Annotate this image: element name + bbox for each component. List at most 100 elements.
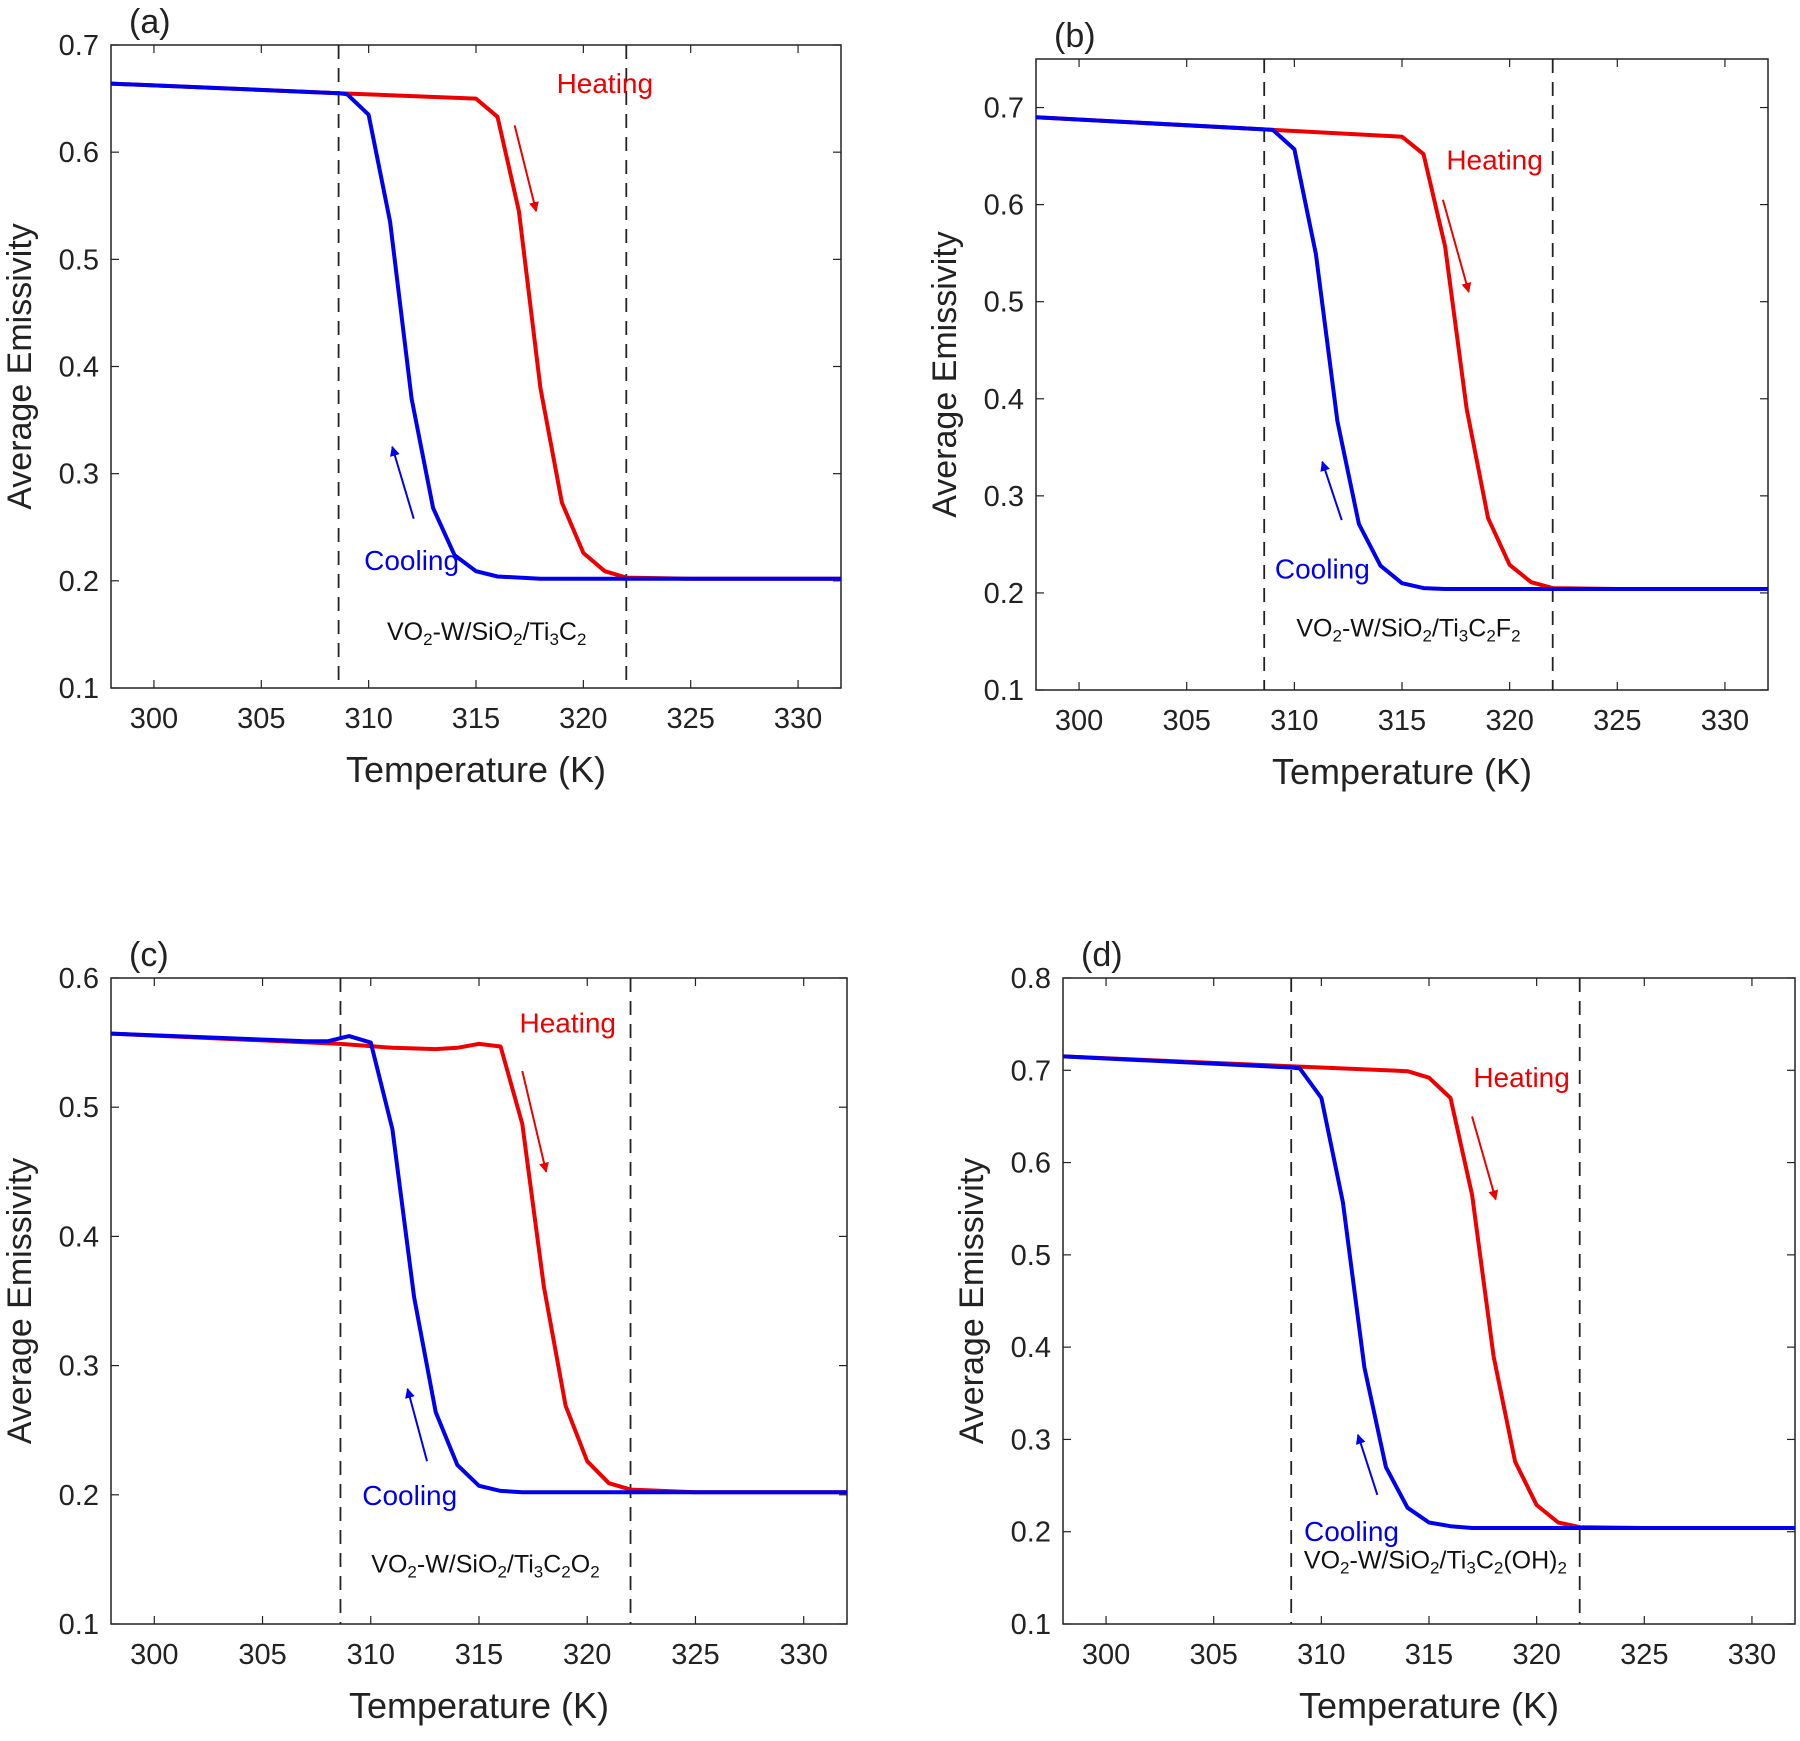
x-tick-label: 325 <box>671 1639 719 1671</box>
heating-arrow-icon <box>513 125 539 213</box>
panel-c: 300 305 310 315 320 325 330 0.1 0.2 0.3 0.4 0.5 0.6 T… <box>1 936 848 1726</box>
x-axis-label: Temperature (K) <box>1272 751 1532 792</box>
material-annotation: VO2-W/SiO2/Ti3C2F2 <box>1296 615 1520 646</box>
annotation-text: /Ti <box>523 618 550 646</box>
annotation-text: (OH) <box>1503 1547 1557 1575</box>
material-annotation: VO2-W/SiO2/Ti3C2(OH)2 <box>1304 1547 1567 1578</box>
annotation-text: C <box>559 618 577 646</box>
y-tick-label: 0.5 <box>984 287 1024 319</box>
panel-label: (a) <box>129 3 171 41</box>
annotation-text: C <box>1476 1547 1494 1575</box>
x-axis-label: Temperature (K) <box>1299 1685 1559 1726</box>
series-line-cooling <box>1035 115 1768 591</box>
cooling-arrow-icon <box>1320 460 1343 521</box>
x-tick-label: 325 <box>1620 1639 1668 1671</box>
x-tick-label: 300 <box>130 703 178 735</box>
panel-label: (c) <box>129 936 169 974</box>
material-annotation: VO2-W/SiO2/Ti3C2 <box>387 618 586 649</box>
y-tick-label: 0.8 <box>1011 963 1051 995</box>
x-tick-label: 330 <box>774 703 822 735</box>
annotation-subscript: 2 <box>1340 1559 1349 1578</box>
annotation-subscript: 2 <box>497 1562 506 1581</box>
panel-b: 300 305 310 315 320 325 330 0.1 0.2 0.3 0.4 0.5 0.6 0… <box>926 17 1769 792</box>
annotation-subscript: 2 <box>1332 627 1341 646</box>
annotation-text: C <box>1468 615 1486 643</box>
series-line-heating <box>1062 1054 1795 1530</box>
y-tick-label: 0.7 <box>59 30 99 62</box>
y-tick-label: 0.1 <box>984 675 1024 707</box>
x-axis-label: Temperature (K) <box>349 1685 609 1726</box>
cooling-arrow-icon <box>1355 1433 1379 1496</box>
y-tick-label: 0.3 <box>984 481 1024 513</box>
heating-arrow-icon <box>521 1070 549 1173</box>
y-tick-label: 0.2 <box>59 566 99 598</box>
y-axis-label: Average Emissivity <box>926 231 964 518</box>
x-tick-label: 320 <box>1485 705 1533 737</box>
annotation-text: O <box>571 1550 590 1578</box>
annotation-subscript: 2 <box>513 630 522 649</box>
x-tick-label: 315 <box>1378 705 1426 737</box>
cooling-arrow-icon <box>390 445 415 519</box>
x-tick-label: 310 <box>1297 1639 1345 1671</box>
x-tick-label: 310 <box>344 703 392 735</box>
annotation-text: -W/SiO <box>433 618 514 646</box>
series-line-heating <box>110 1031 847 1495</box>
annotation-subscript: 2 <box>1422 627 1431 646</box>
x-tick-label: 305 <box>237 703 285 735</box>
y-tick-label: 0.6 <box>59 963 99 995</box>
x-tick-label: 315 <box>452 703 500 735</box>
annotation-subscript: 2 <box>590 1562 599 1581</box>
annotation-subscript: 2 <box>1430 1559 1439 1578</box>
annotation-subscript: 2 <box>423 630 432 649</box>
annotation-subscript: 3 <box>549 630 558 649</box>
y-tick-label: 0.4 <box>59 352 99 384</box>
cooling-label: Cooling <box>364 545 459 576</box>
series-line-heating <box>1035 115 1768 591</box>
y-axis-label: Average Emissivity <box>1 1158 39 1445</box>
x-tick-label: 330 <box>1728 1639 1776 1671</box>
x-tick-label: 305 <box>1163 705 1211 737</box>
x-tick-label: 325 <box>667 703 715 735</box>
plot-frame <box>110 977 848 1625</box>
annotation-text: /Ti <box>507 1550 534 1578</box>
y-tick-label: 0.2 <box>984 578 1024 610</box>
y-tick-label: 0.1 <box>1011 1609 1051 1641</box>
x-tick-label: 310 <box>1270 705 1318 737</box>
annotation-text: -W/SiO <box>1342 615 1423 643</box>
x-tick-label: 310 <box>347 1639 395 1671</box>
y-tick-label: 0.4 <box>59 1221 99 1253</box>
y-tick-label: 0.5 <box>1011 1240 1051 1272</box>
y-tick-label: 0.1 <box>59 1609 99 1641</box>
y-tick-label: 0.4 <box>984 384 1024 416</box>
heating-arrow-icon <box>1471 1116 1499 1201</box>
annotation-text: -W/SiO <box>1350 1547 1431 1575</box>
annotation-subscript: 2 <box>1486 627 1495 646</box>
annotation-subscript: 2 <box>407 1562 416 1581</box>
y-axis-label: Average Emissivity <box>1 223 39 510</box>
y-tick-label: 0.3 <box>1011 1424 1051 1456</box>
annotation-text: VO <box>387 618 423 646</box>
annotation-subscript: 2 <box>1558 1559 1567 1578</box>
y-tick-label: 0.2 <box>59 1480 99 1512</box>
annotation-text: VO <box>1304 1547 1340 1575</box>
x-tick-label: 300 <box>1055 705 1103 737</box>
x-axis-label: Temperature (K) <box>346 749 606 790</box>
heating-label: Heating <box>1446 145 1543 176</box>
y-tick-label: 0.7 <box>1011 1055 1051 1087</box>
y-tick-label: 0.6 <box>59 137 99 169</box>
plot-frame <box>1035 58 1769 691</box>
heating-label: Heating <box>557 68 654 99</box>
cooling-label: Cooling <box>1304 1516 1399 1547</box>
annotation-text: C <box>543 1550 561 1578</box>
y-tick-label: 0.1 <box>59 673 99 705</box>
x-tick-label: 300 <box>1082 1639 1130 1671</box>
y-tick-label: 0.7 <box>984 93 1024 125</box>
annotation-text: F <box>1496 615 1511 643</box>
y-tick-label: 0.6 <box>984 190 1024 222</box>
series-line-cooling <box>1062 1054 1795 1530</box>
x-tick-label: 315 <box>1405 1639 1453 1671</box>
panel-label: (d) <box>1081 936 1123 974</box>
annotation-subscript: 2 <box>1494 1559 1503 1578</box>
heating-arrow-icon <box>1441 199 1472 293</box>
